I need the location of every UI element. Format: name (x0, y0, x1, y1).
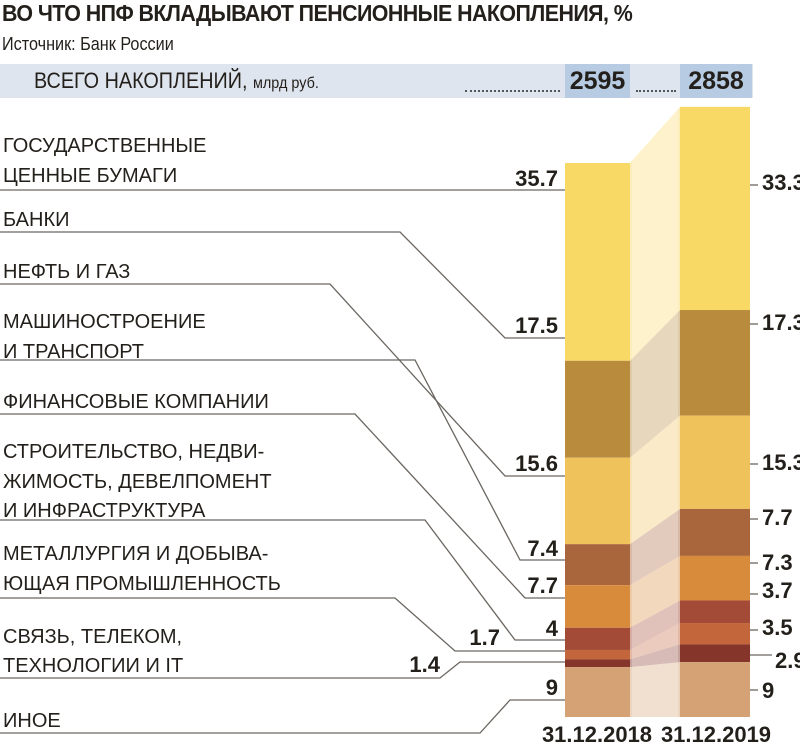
bar-segment-1-4 (680, 555, 750, 601)
category-label: ГОСУДАРСТВЕННЫЕ (3, 135, 206, 157)
category-label: ИНОЕ (3, 710, 61, 732)
connector-band (630, 106, 680, 361)
leader-line (0, 597, 565, 652)
connector-band (630, 623, 680, 660)
category-label: МЕТАЛЛУРГИЯ И ДОБЫВА- (3, 543, 268, 565)
value-label-2019: 7.3 (762, 550, 793, 575)
category-label: СТРОИТЕЛЬСТВО, НЕДВИ- (3, 441, 264, 463)
value-label-2018: 7.4 (527, 536, 558, 561)
bar-segment-0-2 (565, 457, 630, 545)
bar-segment-0-8 (565, 667, 630, 717)
leader-line (0, 519, 565, 641)
value-label-2019: 3.7 (762, 578, 793, 603)
bar-segment-0-1 (565, 360, 630, 458)
chart-title: ВО ЧТО НПФ ВКЛАДЫВАЮТ ПЕНСИОННЫЕ НАКОПЛЕ… (2, 0, 633, 26)
bar-segment-1-3 (680, 508, 750, 556)
total-2019: 2858 (680, 64, 752, 98)
value-label-2018: 1.4 (409, 652, 440, 677)
value-label-2018: 4 (546, 616, 559, 641)
category-label: ЖИМОСТЬ, ДЕВЕЛПОМЕНТ (3, 471, 272, 493)
leader-dots (636, 90, 676, 92)
category-label: ЮЩАЯ ПРОМЫШЛЕННОСТЬ (3, 573, 281, 595)
connector-band (630, 555, 680, 628)
value-label-2019: 7.7 (762, 505, 793, 530)
bar-segment-0-3 (565, 544, 630, 586)
value-label-2019: 3.5 (762, 615, 793, 640)
value-label-2018: 9 (546, 675, 558, 700)
connector-dot-overlay (632, 100, 678, 740)
connector-band (630, 600, 680, 650)
value-label-2018: 15.6 (515, 451, 558, 476)
value-label-2019: 17.3 (762, 310, 800, 335)
category-label: И ТРАНСПОРТ (3, 341, 144, 363)
bar-segment-0-7 (565, 659, 630, 668)
category-label: И ИНФРАСТРУКТУРА (3, 500, 206, 522)
bar-segment-0-6 (565, 649, 630, 660)
bar-segment-1-2 (680, 415, 750, 509)
leader-line (0, 359, 565, 561)
value-label-2018: 7.7 (527, 573, 558, 598)
bar-segment-1-0 (680, 106, 750, 311)
totals-label-text: ВСЕГО НАКОПЛЕНИЙ, (34, 68, 248, 93)
leader-line (0, 699, 565, 734)
connector-band (630, 644, 680, 668)
connector-band (630, 662, 680, 717)
category-label: ЦЕННЫЕ БУМАГИ (3, 165, 177, 187)
total-2018: 2595 (565, 64, 630, 98)
category-label: БАНКИ (3, 209, 70, 231)
bar-segment-0-0 (565, 163, 630, 361)
bar-segment-0-5 (565, 627, 630, 650)
value-label-2019: 2.9 (775, 648, 800, 673)
connector-band (630, 508, 680, 586)
x-tick-label: 31.12.2019 (661, 722, 771, 746)
leader-line (0, 661, 565, 679)
category-label: НЕФТЬ И ГАЗ (3, 261, 130, 283)
connector-band (630, 415, 680, 545)
value-label-2018: 1.7 (469, 625, 500, 650)
bar-segment-1-8 (680, 662, 750, 717)
connector-band (630, 310, 680, 458)
x-tick-label: 31.12.2018 (542, 722, 652, 746)
leader-dots (465, 90, 560, 92)
value-label-2019: 33.3 (762, 170, 800, 195)
totals-label: ВСЕГО НАКОПЛЕНИЙ, млрд руб. (34, 68, 319, 94)
leader-line (0, 231, 565, 339)
category-label: ФИНАНСОВЫЕ КОМПАНИИ (3, 391, 269, 413)
totals-unit: млрд руб. (252, 75, 319, 92)
value-label-2019: 9 (762, 678, 774, 703)
category-label: ТЕХНОЛОГИИ И IT (3, 655, 183, 677)
bar-segment-1-7 (680, 644, 750, 663)
value-label-2018: 35.7 (515, 166, 558, 191)
bar-segment-1-5 (680, 600, 750, 624)
bar-segment-0-4 (565, 585, 630, 628)
leader-line (0, 283, 565, 477)
value-label-2019: 15.3 (762, 450, 800, 475)
value-label-2018: 17.5 (515, 313, 558, 338)
leader-line (0, 413, 565, 599)
category-label: МАШИНОСТРОЕНИЕ (3, 311, 206, 333)
chart-source: Источник: Банк России (2, 34, 174, 54)
bar-segment-1-1 (680, 310, 750, 416)
category-label: СВЯЗЬ, ТЕЛЕКОМ, (3, 626, 182, 648)
bar-segment-1-6 (680, 623, 750, 645)
